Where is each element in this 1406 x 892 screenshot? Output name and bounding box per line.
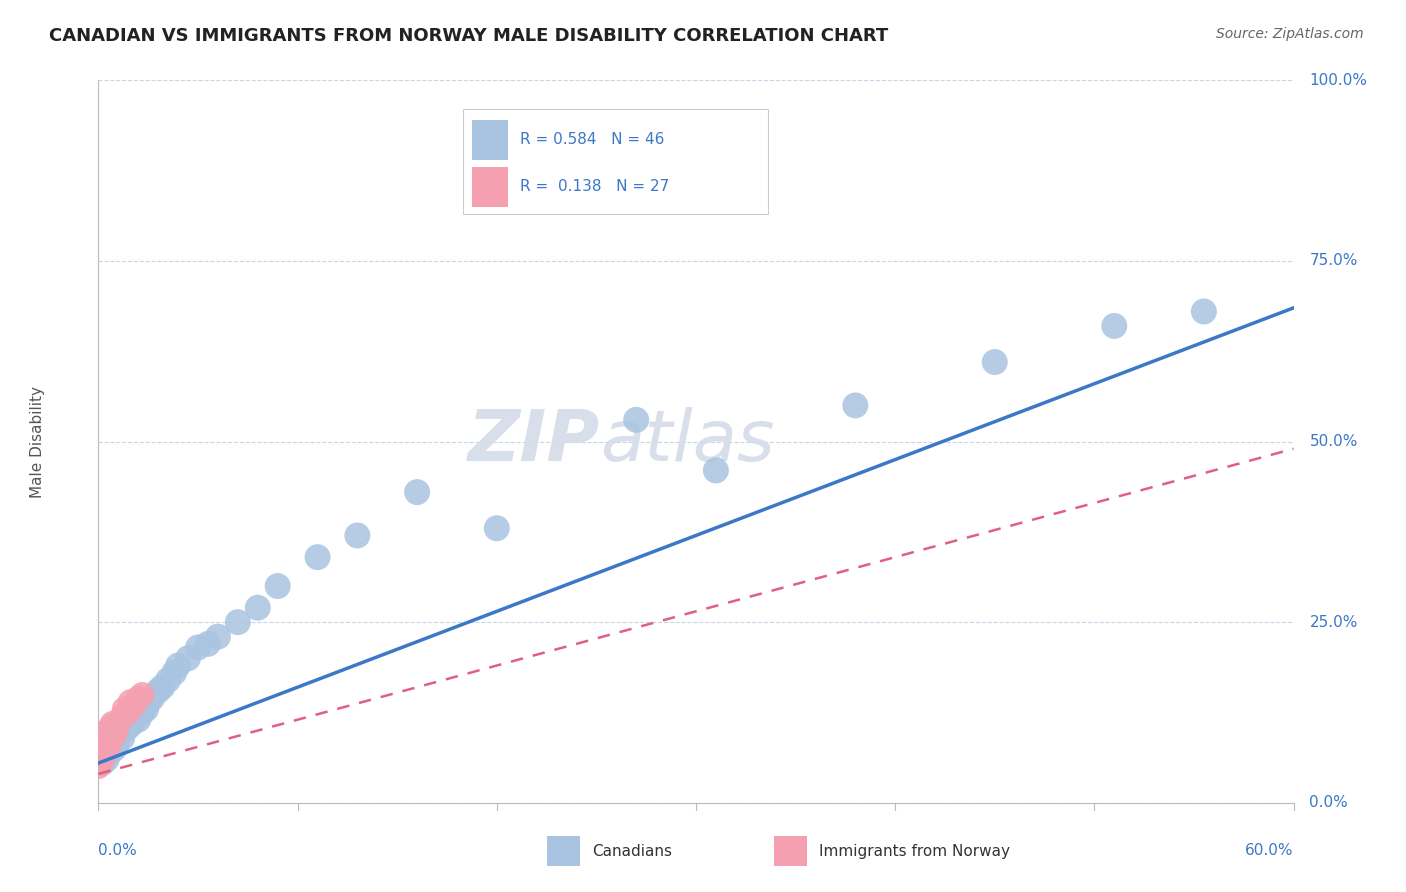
Point (93, 727, 115, 741)
Point (246, 600, 269, 615)
Text: Male Disability: Male Disability (30, 385, 45, 498)
Text: R =  0.138   N = 27: R = 0.138 N = 27 (520, 179, 669, 194)
Point (98, 720, 122, 734)
Point (124, 698, 146, 713)
Point (91, 756, 114, 770)
Point (103, 741, 125, 756)
Text: atlas: atlas (600, 407, 775, 476)
Point (107, 723, 129, 738)
Point (844, 398, 866, 412)
Point (96, 752, 118, 766)
Point (117, 706, 139, 720)
Point (105, 723, 128, 738)
Point (177, 651, 200, 665)
Point (163, 665, 186, 680)
Text: 50.0%: 50.0% (1309, 434, 1358, 449)
Point (87, 760, 110, 774)
Point (91, 741, 114, 756)
Point (93, 748, 115, 763)
Point (121, 716, 143, 731)
Point (112, 702, 135, 716)
Point (111, 709, 134, 723)
Point (96, 738, 118, 752)
Point (1192, 304, 1215, 318)
Text: 100.0%: 100.0% (1309, 73, 1368, 87)
Text: Source: ZipAtlas.com: Source: ZipAtlas.com (1216, 27, 1364, 41)
Point (105, 738, 128, 752)
Text: 25.0%: 25.0% (1309, 615, 1358, 630)
Text: Canadians: Canadians (592, 844, 672, 859)
Point (91, 752, 114, 766)
Point (207, 630, 229, 644)
Point (97, 741, 120, 756)
Point (120, 695, 142, 709)
FancyBboxPatch shape (472, 167, 509, 207)
Point (89, 748, 111, 763)
Point (307, 550, 329, 565)
Point (150, 680, 173, 694)
Point (110, 713, 132, 727)
Point (984, 355, 1007, 369)
Point (704, 463, 727, 477)
Point (406, 485, 429, 500)
Point (127, 713, 149, 727)
Point (107, 727, 129, 741)
Point (89, 756, 111, 770)
Point (101, 734, 124, 748)
Point (107, 716, 129, 731)
Point (97, 741, 120, 756)
Text: 60.0%: 60.0% (1246, 843, 1294, 857)
Point (103, 731, 125, 745)
Text: 0.0%: 0.0% (1309, 796, 1348, 810)
Point (267, 579, 290, 593)
Point (117, 720, 139, 734)
Point (93, 745, 115, 759)
FancyBboxPatch shape (773, 836, 807, 866)
FancyBboxPatch shape (463, 109, 768, 214)
Point (93, 734, 115, 748)
Text: CANADIAN VS IMMIGRANTS FROM NORWAY MALE DISABILITY CORRELATION CHART: CANADIAN VS IMMIGRANTS FROM NORWAY MALE … (49, 27, 889, 45)
Point (98, 745, 122, 759)
Point (346, 528, 368, 542)
Point (157, 673, 180, 687)
Point (197, 637, 219, 651)
Point (135, 702, 157, 716)
Point (167, 658, 190, 673)
Point (101, 731, 124, 745)
Point (115, 716, 138, 731)
Point (96, 731, 118, 745)
Text: ZIP: ZIP (468, 407, 600, 476)
Point (148, 683, 170, 698)
Text: 75.0%: 75.0% (1309, 253, 1358, 268)
Point (120, 713, 142, 727)
Point (97, 738, 120, 752)
Point (485, 521, 508, 535)
Text: R = 0.584   N = 46: R = 0.584 N = 46 (520, 132, 665, 147)
Point (131, 687, 153, 701)
Point (626, 413, 648, 427)
Point (111, 731, 134, 745)
Point (103, 727, 125, 741)
Point (141, 691, 163, 706)
Point (136, 695, 159, 709)
FancyBboxPatch shape (472, 120, 509, 160)
Point (101, 716, 124, 731)
Text: Immigrants from Norway: Immigrants from Norway (820, 844, 1010, 859)
Point (98, 734, 122, 748)
Point (131, 706, 153, 720)
FancyBboxPatch shape (547, 836, 581, 866)
Point (97, 723, 120, 738)
Point (112, 723, 135, 738)
Point (127, 691, 149, 706)
Point (187, 640, 209, 655)
Point (124, 709, 146, 723)
Point (1104, 318, 1126, 333)
Text: 0.0%: 0.0% (98, 843, 138, 857)
Point (226, 615, 249, 630)
